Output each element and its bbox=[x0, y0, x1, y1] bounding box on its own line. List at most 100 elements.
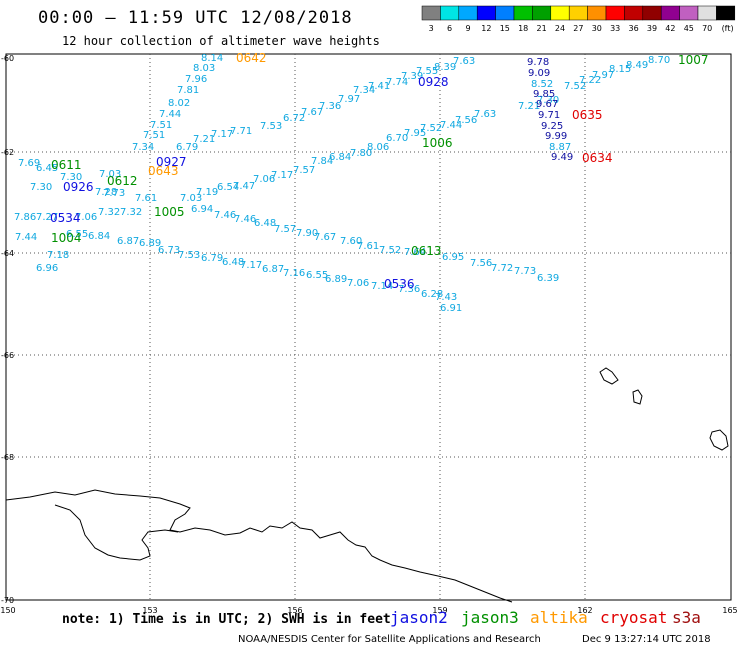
legend-swatch bbox=[605, 5, 625, 21]
pass-time-label: 0634 bbox=[582, 151, 613, 165]
swh-value: 7.34 bbox=[132, 142, 154, 153]
color-legend: 3 6 9 12 15 18 21 24 27 30 33 36 39 42 45 70 (ft) bbox=[421, 5, 736, 33]
legend-label: 24 bbox=[555, 24, 565, 33]
swh-value: 7.21 bbox=[518, 101, 540, 112]
swh-value: 6.89 bbox=[325, 274, 347, 285]
pass-time-label: 1006 bbox=[422, 136, 453, 150]
swh-value: 6.91 bbox=[440, 303, 462, 314]
swh-value: 7.52 bbox=[420, 123, 442, 134]
legend-label: 3 bbox=[429, 24, 434, 33]
swh-value: 6.73 bbox=[158, 245, 180, 256]
y-tick-label: -70 bbox=[1, 596, 14, 605]
pass-time-label: 1004 bbox=[51, 231, 82, 245]
swh-value: 7.03 bbox=[180, 193, 202, 204]
legend-swatch bbox=[513, 5, 533, 21]
legend-swatch bbox=[587, 5, 607, 21]
swh-value: 7.36 bbox=[319, 101, 341, 112]
page-title: 00:00 – 11:59 UTC 12/08/2018 bbox=[38, 8, 353, 28]
pass-time-label: 0926 bbox=[63, 180, 94, 194]
swh-value: 7.41 bbox=[368, 81, 390, 92]
swh-value: 6.45 bbox=[36, 163, 58, 174]
swh-value: 7.47 bbox=[233, 181, 255, 192]
swh-value: 7.36 bbox=[398, 284, 420, 295]
swh-value: 7.44 bbox=[159, 109, 181, 120]
antarctic-inner-coast bbox=[54, 504, 179, 561]
swh-value: 9.99 bbox=[545, 131, 567, 142]
swh-value: 7.34 bbox=[353, 85, 375, 96]
swh-value: 7.44 bbox=[15, 232, 37, 243]
swh-value: 7.19 bbox=[196, 187, 218, 198]
swh-value: 6.79 bbox=[201, 253, 223, 264]
legend-swatch bbox=[550, 5, 570, 21]
swh-value: 6.48 bbox=[222, 257, 244, 268]
swh-value: 7.57 bbox=[293, 165, 315, 176]
swh-value: 8.02 bbox=[168, 98, 190, 109]
swh-value: 7.17 bbox=[240, 260, 262, 271]
swh-value: 7.63 bbox=[453, 56, 475, 67]
pass-time-label: 0643 bbox=[148, 164, 179, 178]
swh-value: 6.48 bbox=[254, 218, 276, 229]
swh-value: 7.22 bbox=[579, 75, 601, 86]
satellite-name: altika bbox=[530, 608, 588, 627]
swh-value: 7.73 bbox=[103, 188, 125, 199]
swh-value: 7.30 bbox=[60, 172, 82, 183]
satellite-name: jason2 bbox=[390, 608, 448, 627]
swh-value: 7.56 bbox=[455, 115, 477, 126]
swh-value: 7.51 bbox=[143, 130, 165, 141]
swh-value: 7.81 bbox=[177, 85, 199, 96]
swh-value: 6.84 bbox=[329, 152, 351, 163]
swh-value: 7.53 bbox=[260, 121, 282, 132]
swh-value: 7.30 bbox=[537, 95, 559, 106]
swh-value: 6.72 bbox=[283, 113, 305, 124]
legend-label: 15 bbox=[500, 24, 510, 33]
legend-swatch bbox=[458, 5, 478, 21]
swh-value: 7.06 bbox=[253, 174, 275, 185]
swh-value: 7.61 bbox=[135, 193, 157, 204]
swh-value: 7.27 bbox=[36, 212, 58, 223]
swh-value: 7.97 bbox=[338, 94, 360, 105]
y-tick-label: -66 bbox=[1, 351, 14, 360]
swh-value: 7.16 bbox=[283, 268, 305, 279]
swh-value: 7.55 bbox=[416, 66, 438, 77]
swh-value: 6.39 bbox=[537, 273, 559, 284]
legend-label: 12 bbox=[481, 24, 491, 33]
swh-value: 9.67 bbox=[536, 99, 558, 110]
swh-value: 7.84 bbox=[311, 156, 333, 167]
swh-value: 6.55 bbox=[66, 229, 88, 240]
swh-value: 6.79 bbox=[176, 142, 198, 153]
swh-value: 7.67 bbox=[301, 107, 323, 118]
legend-label: 9 bbox=[465, 24, 470, 33]
swh-value: 7.21 bbox=[193, 134, 215, 145]
swh-value: 7.69 bbox=[18, 158, 40, 169]
x-tick-label: 165 bbox=[722, 606, 737, 615]
swh-value: 7.32 bbox=[120, 207, 142, 218]
swh-value: 7.46 bbox=[214, 210, 236, 221]
x-tick-label: 153 bbox=[142, 606, 157, 615]
swh-value: 7.30 bbox=[30, 182, 52, 193]
legend-swatch bbox=[642, 5, 662, 21]
legend-swatch bbox=[440, 5, 460, 21]
swh-value: 7.39 bbox=[401, 71, 423, 82]
legend-label: 21 bbox=[537, 24, 547, 33]
swh-value: 6.54 bbox=[217, 182, 239, 193]
legend-label: 18 bbox=[518, 24, 528, 33]
swh-value: 6.70 bbox=[386, 133, 408, 144]
swh-value: 9.85 bbox=[533, 89, 555, 100]
swh-value: 7.28 bbox=[95, 187, 117, 198]
swh-value: 7.18 bbox=[47, 250, 69, 261]
swh-value: 7.73 bbox=[514, 266, 536, 277]
swh-value: 7.17 bbox=[211, 129, 233, 140]
swh-value: 6.89 bbox=[139, 238, 161, 249]
swh-value: 7.57 bbox=[274, 224, 296, 235]
legend-label: 45 bbox=[684, 24, 694, 33]
pass-time-label: 0536 bbox=[384, 277, 415, 291]
legend-swatch bbox=[421, 5, 441, 21]
pass-time-label: 0642 bbox=[236, 51, 267, 65]
coastline bbox=[5, 367, 729, 603]
page-subtitle: 12 hour collection of altimeter wave hei… bbox=[62, 34, 380, 48]
swh-value: 7.60 bbox=[340, 236, 362, 247]
swh-value: 7.14 bbox=[371, 281, 393, 292]
legend-swatch bbox=[476, 5, 496, 21]
